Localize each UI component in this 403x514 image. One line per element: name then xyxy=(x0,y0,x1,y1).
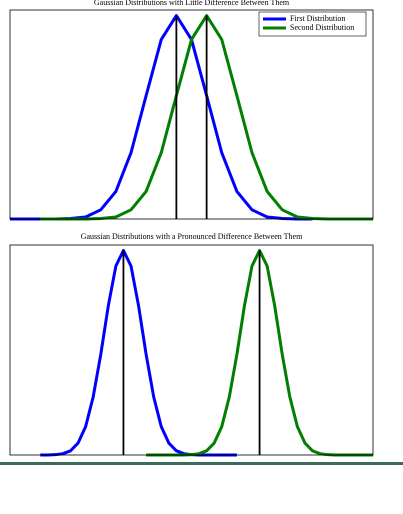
legend-box xyxy=(258,11,367,37)
legend-label: First Distribution xyxy=(290,14,345,23)
plot-frame xyxy=(9,9,374,220)
legend-label: Second Distribution xyxy=(290,23,354,32)
series-line xyxy=(40,248,237,457)
chart-title: Gaussian Distributions with a Pronounced… xyxy=(81,232,303,241)
divider xyxy=(0,462,403,465)
chart-title: Gaussian Distributions with Little Diffe… xyxy=(94,0,290,7)
plot-frame xyxy=(9,244,374,456)
